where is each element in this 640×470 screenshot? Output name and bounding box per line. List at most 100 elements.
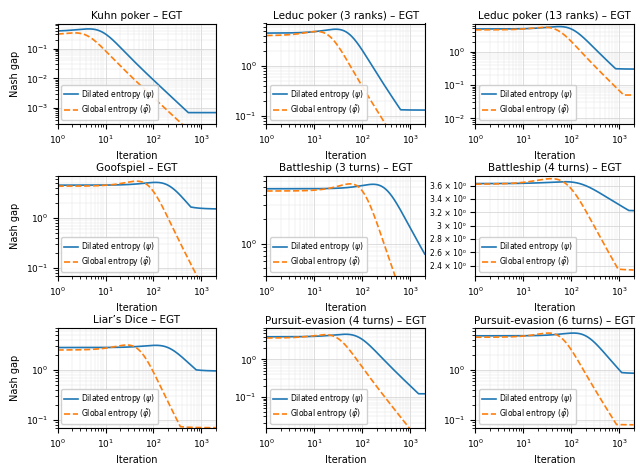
Legend: Dilated entropy ($\psi$), Global entropy ($\tilde{\varphi}$): Dilated entropy ($\psi$), Global entropy… — [270, 237, 367, 272]
Global entropy ($\tilde{\varphi}$) — [364, 92, 371, 98]
Y-axis label: Nash gap: Nash gap — [10, 354, 20, 401]
Global entropy ($\tilde{\varphi}$) — [568, 347, 575, 353]
Dilated entropy ($\psi$) — [421, 251, 429, 257]
Dilated entropy ($\psi$) — [608, 63, 616, 68]
Dilated entropy ($\psi$) — [364, 55, 371, 61]
Global entropy ($\tilde{\varphi}$) — [592, 388, 600, 393]
Dilated entropy ($\psi$) — [273, 30, 280, 36]
Global entropy ($\tilde{\varphi}$) — [155, 380, 163, 385]
Dilated entropy ($\psi$) — [399, 376, 407, 382]
Dilated entropy ($\psi$) — [421, 391, 429, 397]
Dilated entropy ($\psi$) — [359, 48, 367, 54]
Global entropy ($\tilde{\varphi}$) — [146, 362, 154, 368]
Dilated entropy ($\psi$) — [570, 330, 577, 336]
Global entropy ($\tilde{\varphi}$) — [541, 24, 548, 30]
Global entropy ($\tilde{\varphi}$) — [262, 335, 270, 341]
Line: Dilated entropy ($\psi$): Dilated entropy ($\psi$) — [58, 345, 216, 371]
Global entropy ($\tilde{\varphi}$) — [190, 267, 198, 273]
Global entropy ($\tilde{\varphi}$) — [383, 249, 390, 254]
Dilated entropy ($\psi$) — [481, 181, 489, 187]
Global entropy ($\tilde{\varphi}$) — [568, 187, 575, 192]
Global entropy ($\tilde{\varphi}$) — [155, 100, 163, 105]
X-axis label: Iteration: Iteration — [325, 455, 366, 465]
Dilated entropy ($\psi$) — [174, 351, 182, 356]
Global entropy ($\tilde{\varphi}$) — [573, 355, 580, 361]
Dilated entropy ($\psi$) — [355, 42, 362, 47]
Dilated entropy ($\psi$) — [355, 334, 362, 340]
Global entropy ($\tilde{\varphi}$) — [70, 30, 78, 36]
Legend: Dilated entropy ($\psi$), Global entropy ($\tilde{\varphi}$): Dilated entropy ($\psi$), Global entropy… — [61, 389, 159, 424]
Line: Dilated entropy ($\psi$): Dilated entropy ($\psi$) — [58, 182, 216, 209]
Dilated entropy ($\psi$) — [630, 370, 637, 376]
Line: Dilated entropy ($\psi$): Dilated entropy ($\psi$) — [476, 333, 634, 373]
Global entropy ($\tilde{\varphi}$) — [592, 64, 600, 70]
Global entropy ($\tilde{\varphi}$) — [472, 181, 479, 187]
Dilated entropy ($\psi$) — [273, 334, 280, 339]
Global entropy ($\tilde{\varphi}$) — [63, 347, 71, 353]
Dilated entropy ($\psi$) — [54, 28, 61, 34]
Title: Kuhn poker – EGT: Kuhn poker – EGT — [91, 11, 182, 21]
Line: Dilated entropy ($\psi$): Dilated entropy ($\psi$) — [266, 184, 425, 254]
Global entropy ($\tilde{\varphi}$) — [190, 123, 198, 129]
Line: Dilated entropy ($\psi$): Dilated entropy ($\psi$) — [476, 26, 634, 69]
Legend: Dilated entropy ($\psi$), Global entropy ($\tilde{\varphi}$): Dilated entropy ($\psi$), Global entropy… — [479, 85, 576, 120]
Dilated entropy ($\psi$) — [564, 25, 572, 31]
Global entropy ($\tilde{\varphi}$) — [262, 188, 270, 194]
Global entropy ($\tilde{\varphi}$) — [564, 182, 572, 188]
Title: Battleship (4 turns) – EGT: Battleship (4 turns) – EGT — [488, 164, 621, 173]
Global entropy ($\tilde{\varphi}$) — [421, 133, 429, 139]
Global entropy ($\tilde{\varphi}$) — [273, 335, 280, 341]
Dilated entropy ($\psi$) — [399, 212, 407, 217]
Dilated entropy ($\psi$) — [573, 330, 580, 336]
Global entropy ($\tilde{\varphi}$) — [63, 183, 71, 189]
Global entropy ($\tilde{\varphi}$) — [273, 32, 280, 38]
Line: Global entropy ($\tilde{\varphi}$): Global entropy ($\tilde{\varphi}$) — [476, 333, 634, 425]
Global entropy ($\tilde{\varphi}$) — [630, 92, 637, 98]
Dilated entropy ($\psi$) — [568, 330, 575, 336]
Global entropy ($\tilde{\varphi}$) — [547, 176, 555, 181]
Global entropy ($\tilde{\varphi}$) — [174, 118, 182, 123]
Global entropy ($\tilde{\varphi}$) — [573, 193, 580, 198]
Global entropy ($\tilde{\varphi}$) — [212, 123, 220, 129]
Global entropy ($\tilde{\varphi}$) — [132, 178, 140, 184]
Legend: Dilated entropy ($\psi$), Global entropy ($\tilde{\varphi}$): Dilated entropy ($\psi$), Global entropy… — [61, 237, 159, 272]
Global entropy ($\tilde{\varphi}$) — [174, 235, 182, 241]
Dilated entropy ($\psi$) — [630, 66, 637, 72]
Dilated entropy ($\psi$) — [563, 330, 571, 336]
Dilated entropy ($\psi$) — [481, 26, 489, 32]
Dilated entropy ($\psi$) — [262, 186, 270, 192]
Global entropy ($\tilde{\varphi}$) — [592, 226, 600, 232]
Global entropy ($\tilde{\varphi}$) — [383, 123, 390, 129]
Dilated entropy ($\psi$) — [54, 345, 61, 350]
Dilated entropy ($\psi$) — [190, 365, 198, 371]
Global entropy ($\tilde{\varphi}$) — [630, 422, 637, 428]
Global entropy ($\tilde{\varphi}$) — [346, 181, 354, 187]
Dilated entropy ($\psi$) — [573, 29, 580, 35]
Dilated entropy ($\psi$) — [262, 30, 270, 36]
Title: Goofspiel – EGT: Goofspiel – EGT — [96, 164, 177, 173]
Global entropy ($\tilde{\varphi}$) — [608, 80, 616, 86]
Dilated entropy ($\psi$) — [63, 345, 71, 350]
Dilated entropy ($\psi$) — [342, 331, 349, 337]
Dilated entropy ($\psi$) — [150, 180, 157, 185]
Dilated entropy ($\psi$) — [608, 359, 616, 364]
Global entropy ($\tilde{\varphi}$) — [608, 414, 616, 420]
X-axis label: Iteration: Iteration — [534, 151, 575, 161]
Global entropy ($\tilde{\varphi}$) — [399, 296, 407, 301]
Global entropy ($\tilde{\varphi}$) — [150, 189, 157, 195]
Dilated entropy ($\psi$) — [573, 180, 580, 186]
Title: Liar’s Dice – EGT: Liar’s Dice – EGT — [93, 315, 180, 326]
Dilated entropy ($\psi$) — [85, 26, 93, 31]
Dilated entropy ($\psi$) — [369, 181, 377, 187]
X-axis label: Iteration: Iteration — [325, 303, 366, 313]
Global entropy ($\tilde{\varphi}$) — [262, 33, 270, 39]
Dilated entropy ($\psi$) — [568, 179, 575, 185]
X-axis label: Iteration: Iteration — [534, 455, 575, 465]
Dilated entropy ($\psi$) — [481, 333, 489, 339]
Dilated entropy ($\psi$) — [152, 180, 159, 185]
Dilated entropy ($\psi$) — [568, 26, 575, 32]
Global entropy ($\tilde{\varphi}$) — [608, 255, 616, 261]
Line: Dilated entropy ($\psi$): Dilated entropy ($\psi$) — [58, 29, 216, 113]
Global entropy ($\tilde{\varphi}$) — [421, 321, 429, 327]
Global entropy ($\tilde{\varphi}$) — [359, 189, 367, 195]
